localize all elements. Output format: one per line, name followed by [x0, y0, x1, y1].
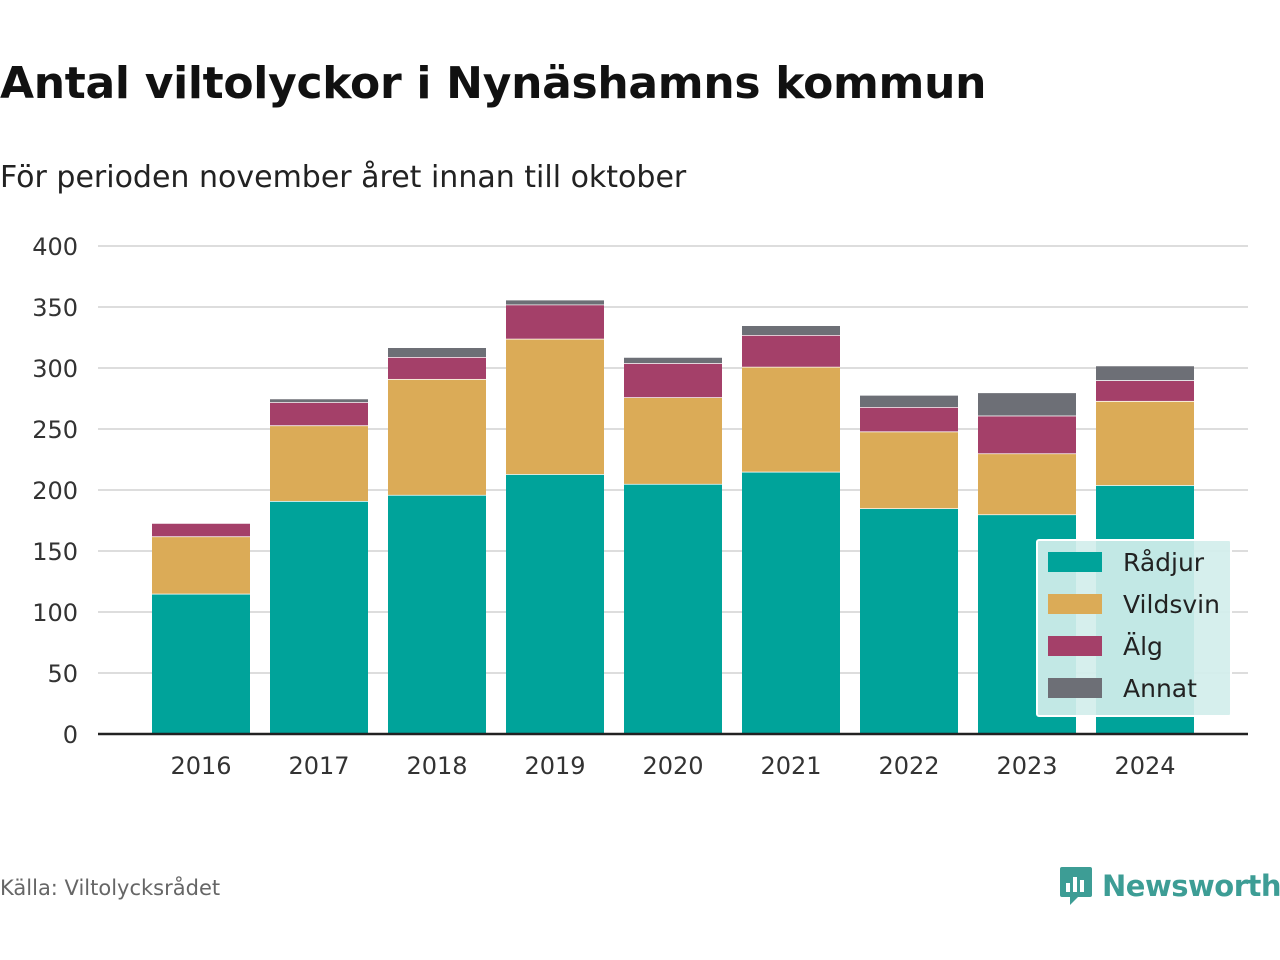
legend-label-älg: Älg [1123, 632, 1163, 661]
bar-segment-vildsvin-2018 [388, 378, 486, 495]
bar-segment-älg-2018 [388, 357, 486, 379]
bar-segment-älg-2024 [1096, 380, 1194, 401]
bar-segment-rådjur-2019 [506, 474, 604, 734]
newsworthy-logo-icon [1060, 867, 1092, 905]
legend-label-vildsvin: Vildsvin [1123, 590, 1220, 619]
y-tick-label: 300 [32, 355, 78, 383]
brand-logo-block: Newsworthy [1058, 864, 1280, 908]
y-tick-label: 350 [32, 294, 78, 322]
y-tick-label: 150 [32, 538, 78, 566]
y-tick-label: 50 [47, 660, 78, 688]
bar-segment-älg-2016 [152, 522, 250, 537]
y-tick-label: 250 [32, 416, 78, 444]
bar-segment-annat-2018 [388, 347, 486, 358]
chart-title: Antal viltolyckor i Nynäshamns kommun [0, 58, 987, 109]
bar-segment-älg-2019 [506, 304, 604, 339]
legend-swatch-rådjur [1048, 552, 1102, 572]
bar-segment-annat-2019 [506, 299, 604, 305]
source-note: Källa: Viltolycksrådet [0, 876, 221, 900]
bar-segment-älg-2020 [624, 363, 722, 398]
x-tick-label: 2023 [996, 752, 1057, 780]
x-tick-label: 2020 [642, 752, 703, 780]
bar-segment-rådjur-2016 [152, 593, 250, 734]
bar-segment-vildsvin-2022 [860, 431, 958, 509]
legend: Rådjur Vildsvin Älg Annat [1036, 539, 1232, 717]
x-tick-label: 2018 [406, 752, 467, 780]
x-tick-label: 2019 [524, 752, 585, 780]
legend-swatch-vildsvin [1048, 594, 1102, 614]
bar-segment-rådjur-2018 [388, 494, 486, 734]
legend-swatch-annat [1048, 678, 1102, 698]
bar-segment-vildsvin-2024 [1096, 400, 1194, 486]
bar-segment-älg-2021 [742, 335, 840, 367]
bar-segment-vildsvin-2017 [270, 425, 368, 501]
bar-segment-annat-2017 [270, 398, 368, 403]
bar-segment-annat-2023 [978, 392, 1076, 416]
y-tick-label: 0 [63, 721, 78, 749]
chart-subtitle: För perioden november året innan till ok… [0, 160, 687, 195]
bar-segment-annat-2022 [860, 394, 958, 408]
y-tick-label: 100 [32, 599, 78, 627]
bar-segment-älg-2023 [978, 415, 1076, 454]
legend-label-rådjur: Rådjur [1123, 548, 1205, 577]
brand-name: Newsworthy [1102, 869, 1280, 903]
bar-segment-annat-2021 [742, 325, 840, 336]
x-tick-label: 2024 [1114, 752, 1175, 780]
x-tick-label: 2021 [760, 752, 821, 780]
bar-segment-rådjur-2021 [742, 471, 840, 734]
bar-segment-älg-2022 [860, 407, 958, 432]
legend-label-annat: Annat [1123, 674, 1197, 703]
bar-segment-älg-2017 [270, 402, 368, 426]
bar-segment-annat-2020 [624, 357, 722, 364]
bar-segment-vildsvin-2020 [624, 397, 722, 484]
x-axis: 2016 2017 2018 2019 2020 2021 2022 2023 2024 [98, 732, 1248, 780]
bar-segment-vildsvin-2019 [506, 338, 604, 475]
legend-box [1036, 539, 1232, 717]
bar-segment-annat-2024 [1096, 365, 1194, 381]
bar-segment-vildsvin-2023 [978, 453, 1076, 515]
bar-segment-rådjur-2022 [860, 508, 958, 734]
y-axis: 0 50 100 150 200 250 300 350 400 [32, 233, 78, 749]
bar-segment-vildsvin-2021 [742, 366, 840, 472]
x-tick-label: 2017 [288, 752, 349, 780]
y-tick-label: 400 [32, 233, 78, 261]
bar-segment-vildsvin-2016 [152, 536, 250, 594]
x-tick-label: 2022 [878, 752, 939, 780]
bar-segment-rådjur-2017 [270, 500, 368, 734]
legend-swatch-älg [1048, 636, 1102, 656]
bar-segment-rådjur-2020 [624, 483, 722, 734]
y-tick-label: 200 [32, 477, 78, 505]
x-tick-label: 2016 [170, 752, 231, 780]
